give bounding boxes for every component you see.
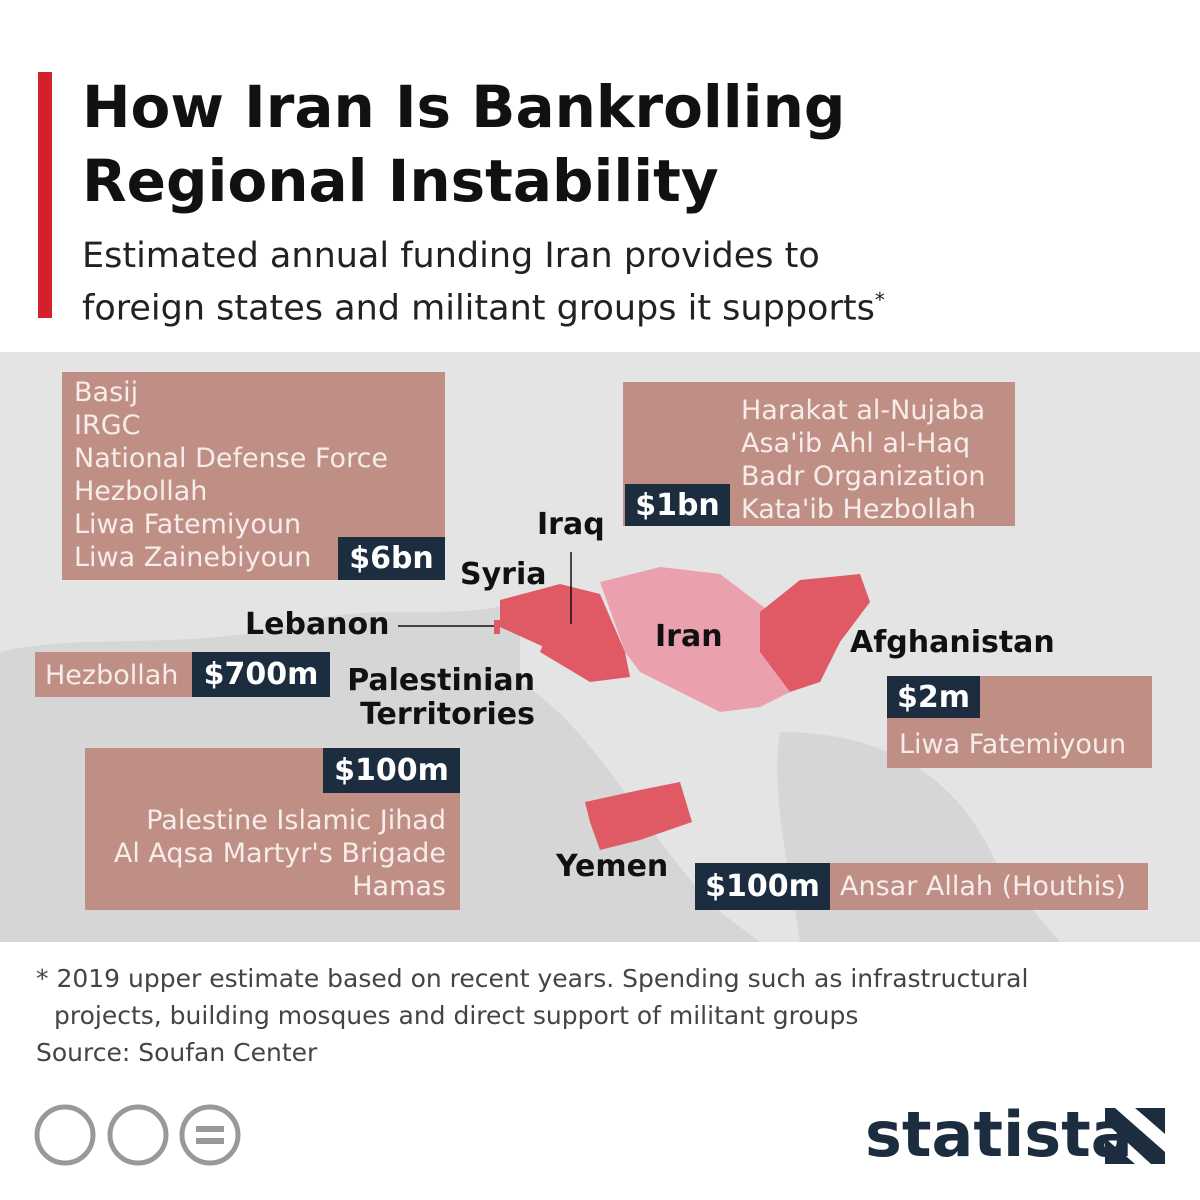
iraq-shape <box>540 594 630 682</box>
icon <box>196 1126 224 1132</box>
iran-shape <box>600 567 790 712</box>
amount-tag: $1bn <box>625 484 730 526</box>
amount-tag: $100m <box>323 748 460 793</box>
amount-tag: $2m <box>887 676 980 718</box>
footnote-line: projects, building mosques and direct su… <box>54 1001 859 1030</box>
title-line: How Iran Is Bankrolling <box>82 73 846 141</box>
lebanon-shape <box>494 620 500 634</box>
country-label: Iraq <box>537 507 605 542</box>
group-member: Kata'ib Hezbollah <box>741 494 976 525</box>
country-label: Iran <box>655 619 723 654</box>
afghanistan-shape <box>760 574 870 692</box>
amount-tag: $6bn <box>338 537 445 580</box>
country-line: Territories <box>360 697 535 732</box>
country-label: Syria <box>460 557 547 592</box>
source: Source: Soufan Center <box>36 1038 318 1067</box>
group-box: Palestine Islamic Jihad Al Aqsa Martyr's … <box>85 748 460 910</box>
footnote-mark: * <box>874 288 885 312</box>
brand-logo <box>1105 1108 1165 1164</box>
footnote: * 2019 upper estimate based on recent ye… <box>36 960 1028 1071</box>
land <box>520 682 760 942</box>
icon <box>179 1104 241 1166</box>
group-member: Hamas <box>352 871 446 902</box>
group-member: Liwa Fatemiyoun <box>899 729 1127 760</box>
icon <box>196 1138 224 1144</box>
subtitle-line: foreign states and militant groups it su… <box>82 278 885 331</box>
group-box: Harakat al-Nujaba Asa'ib Ahl al-Haq Badr O… <box>623 382 1015 526</box>
group-member: Ansar Allah (Houthis) <box>840 871 1126 902</box>
brand: statista <box>865 1098 1133 1171</box>
country-label: Lebanon <box>245 607 390 642</box>
subtitle: Estimated annual funding Iran provides t… <box>82 234 885 331</box>
country-label: Palestinian Territories <box>343 664 535 732</box>
group-member: Palestine Islamic Jihad <box>146 805 446 836</box>
group-member: Asa'ib Ahl al-Haq <box>741 428 971 459</box>
title: How Iran Is Bankrolling Regional Instabi… <box>82 70 845 218</box>
title-line: Regional Instability <box>82 147 719 215</box>
group-member: Badr Organization <box>741 461 986 492</box>
logo-shape <box>1105 1108 1165 1164</box>
accent-bar <box>38 72 52 318</box>
amount-tag: $100m <box>695 863 830 910</box>
icon <box>34 1104 96 1166</box>
group-member: Al Aqsa Martyr's Brigade <box>113 838 446 869</box>
group-member: Hezbollah <box>45 660 179 691</box>
group-member: Harakat al-Nujaba <box>741 395 986 426</box>
icon <box>107 1104 169 1166</box>
group-member: Liwa Fatemiyoun <box>74 509 302 540</box>
license-icons <box>34 1104 241 1166</box>
country-label: Yemen <box>556 849 669 884</box>
subtitle-line: Estimated annual funding Iran provides t… <box>82 236 820 276</box>
country-line: Palestinian <box>347 663 535 698</box>
amount-tag: $700m <box>192 652 330 697</box>
group-member: IRGC <box>74 410 141 441</box>
group-member: National Defense Force <box>74 443 389 474</box>
group-member: Liwa Zainebiyoun <box>74 542 312 573</box>
subtitle-text: foreign states and militant groups it su… <box>82 288 875 329</box>
group-member: Hezbollah <box>74 476 208 507</box>
country-label: Afghanistan <box>850 625 1055 660</box>
group-member: Basij <box>74 377 139 408</box>
yemen-shape <box>585 782 692 850</box>
footnote-line: * 2019 upper estimate based on recent ye… <box>36 964 1029 993</box>
